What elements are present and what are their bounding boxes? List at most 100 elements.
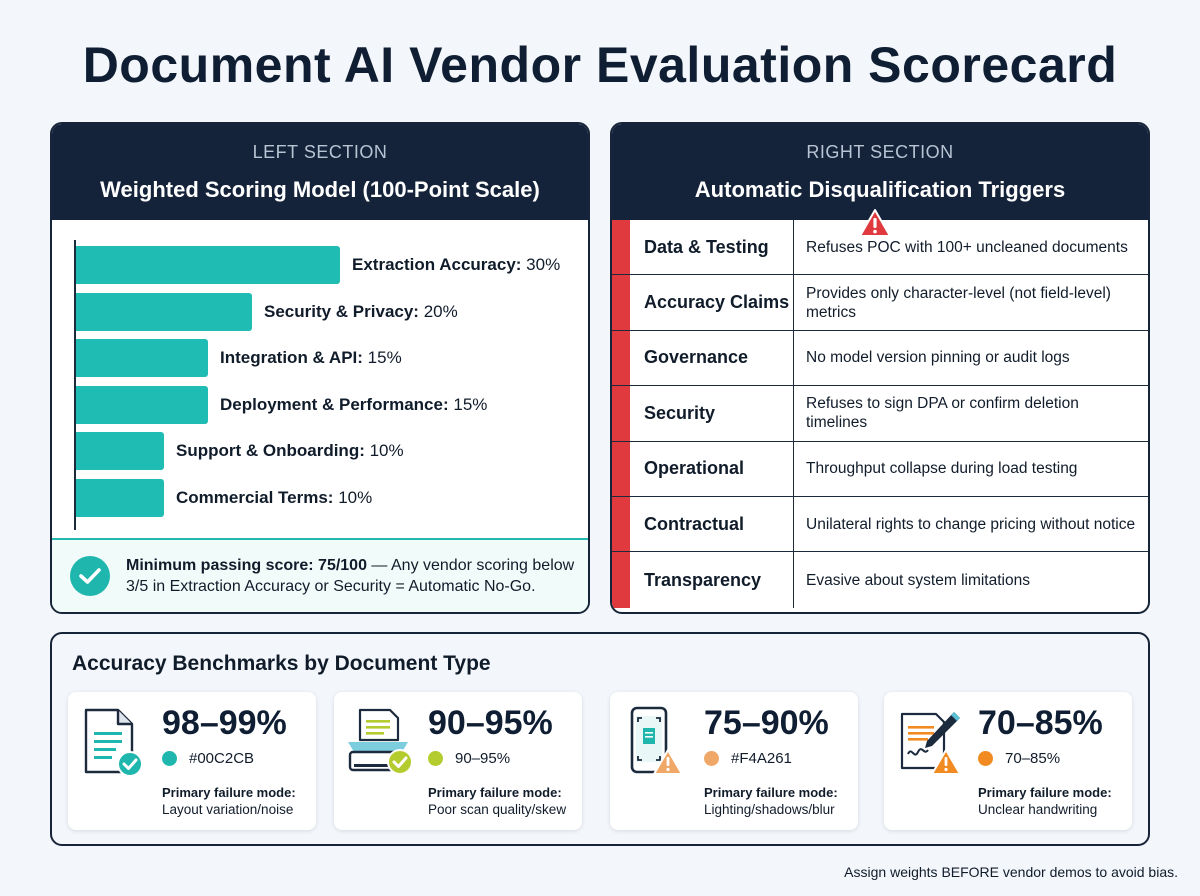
trigger-stripe: [612, 220, 630, 275]
passing-score-rest: — Any vendor scoring below 3/5 in Extrac…: [126, 557, 575, 595]
failure-mode-value: Poor scan quality/skew: [428, 802, 567, 817]
criterion-name: Integration & API:: [220, 348, 363, 367]
criterion-name: Extraction Accuracy:: [352, 255, 522, 274]
legend: 70–85%: [978, 750, 1060, 767]
trigger-row: Contractual Unilateral rights to change p…: [612, 496, 1148, 553]
passing-score-bold: Minimum passing score: 75/100: [126, 557, 367, 574]
failure-mode-label: Primary failure mode:: [162, 785, 296, 800]
criterion-label: Security & Privacy: 20%: [264, 302, 458, 322]
trigger-stripe: [612, 496, 630, 552]
trigger-category: Data & Testing: [630, 220, 794, 275]
legend-text: #F4A261: [731, 750, 792, 767]
left-section-heading: Weighted Scoring Model (100-Point Scale): [100, 177, 540, 202]
checkmark-icon: [70, 556, 110, 596]
legend-dot: [704, 751, 719, 766]
digital-document-icon: [80, 706, 146, 783]
accuracy-range: 70–85%: [978, 704, 1103, 742]
trigger-stripe: [612, 275, 630, 330]
criterion-row: Deployment & Performance: 15%: [76, 385, 487, 424]
legend-dot: [978, 751, 993, 766]
benchmarks-title: Accuracy Benchmarks by Document Type: [72, 652, 491, 675]
trigger-description: Unilateral rights to change pricing with…: [806, 515, 1136, 533]
legend: 90–95%: [428, 750, 510, 767]
benchmark-card: 90–95% 90–95% Primary failure mode: Poor sc…: [334, 692, 582, 830]
weight-bar: [76, 246, 340, 284]
weight-bar-chart: Extraction Accuracy: 30% Security & Priva…: [74, 240, 574, 530]
trigger-stripe: [612, 552, 630, 608]
bar-axis: [74, 240, 76, 530]
trigger-description: Provides only character-level (not field…: [806, 284, 1111, 321]
failure-mode-label: Primary failure mode:: [978, 785, 1112, 800]
criterion-label: Support & Onboarding: 10%: [176, 441, 404, 461]
trigger-stripe: [612, 330, 630, 386]
trigger-stripe: [612, 441, 630, 496]
legend-text: 90–95%: [455, 750, 511, 767]
accuracy-range: 75–90%: [704, 704, 829, 742]
criterion-row: Support & Onboarding: 10%: [76, 432, 404, 470]
right-section-label: RIGHT SECTION: [806, 142, 954, 162]
weighted-scoring-panel: LEFT SECTION Weighted Scoring Model (100…: [50, 122, 590, 614]
right-panel-header: RIGHT SECTION Automatic Disqualification…: [612, 124, 1148, 220]
criterion-name: Deployment & Performance:: [220, 394, 449, 414]
weight-bar: [76, 339, 208, 377]
warning-icon: [858, 208, 892, 243]
trigger-row: Transparency Evasive about system limitat…: [612, 552, 1148, 608]
trigger-table: Data & Testing Refuses POC with 100+ uncl…: [612, 220, 1148, 608]
criterion-weight: 10%: [338, 487, 373, 507]
failure-mode-value: Lighting/shadows/blur: [704, 802, 835, 817]
criterion-name: Commercial Terms:: [176, 487, 334, 507]
benchmark-card: 70–85% 70–85% Primary failure mode: Unclear…: [884, 692, 1132, 830]
criterion-weight: 30%: [526, 255, 561, 274]
right-section-heading: Automatic Disqualification Triggers: [694, 177, 1066, 202]
benchmark-card: 75–90% #F4A261 Primary failure mode: Lighti…: [610, 692, 858, 830]
trigger-category: Operational: [630, 441, 794, 496]
criterion-label: Extraction Accuracy: 30%: [352, 255, 560, 275]
trigger-row: Security Refuses to sign DPA or confirm d…: [612, 386, 1148, 442]
criterion-name: Support & Onboarding:: [176, 441, 365, 460]
trigger-category: Transparency: [630, 552, 794, 608]
footnote: Assign weights BEFORE vendor demos to av…: [844, 864, 1178, 880]
criterion-label: Commercial Terms: 10%: [176, 488, 372, 508]
failure-mode-label: Primary failure mode:: [704, 785, 838, 800]
accuracy-range: 90–95%: [428, 704, 553, 742]
left-panel-header: LEFT SECTION Weighted Scoring Model (100…: [52, 124, 588, 220]
criterion-weight: 20%: [423, 301, 458, 321]
trigger-row: Accuracy Claims Provides only character-l…: [612, 275, 1148, 331]
trigger-stripe: [612, 386, 630, 441]
weight-bar: [76, 385, 208, 424]
trigger-category: Accuracy Claims: [630, 275, 794, 330]
criterion-weight: 15%: [367, 348, 402, 367]
weight-bar: [76, 432, 164, 470]
criterion-weight: 15%: [453, 394, 488, 414]
trigger-description: Refuses POC with 100+ uncleaned document…: [806, 238, 1128, 256]
legend-dot: [162, 751, 177, 766]
scanner-icon: [346, 706, 416, 783]
criterion-label: Integration & API: 15%: [220, 348, 402, 368]
weight-bar: [76, 478, 164, 517]
legend: #F4A261: [704, 750, 792, 767]
disqualification-panel: RIGHT SECTION Automatic Disqualification…: [610, 122, 1150, 614]
criterion-row: Extraction Accuracy: 30%: [76, 246, 560, 284]
criterion-name: Security & Privacy:: [264, 301, 419, 321]
legend-dot: [428, 751, 443, 766]
trigger-description: Evasive about system limitations: [806, 571, 1030, 589]
accuracy-benchmarks: Accuracy Benchmarks by Document Type 98–…: [50, 632, 1150, 846]
criterion-row: Integration & API: 15%: [76, 339, 402, 377]
left-section-label: LEFT SECTION: [252, 142, 388, 162]
accuracy-range: 98–99%: [162, 704, 287, 742]
failure-mode-value: Unclear handwriting: [978, 802, 1098, 817]
legend-text: #00C2CB: [189, 750, 255, 767]
trigger-row: Data & Testing Refuses POC with 100+ uncl…: [612, 220, 1148, 276]
criterion-weight: 10%: [369, 441, 404, 460]
passing-score-note: Minimum passing score: 75/100 — Any vend…: [52, 538, 588, 612]
trigger-category: Governance: [630, 330, 794, 386]
legend-text: 70–85%: [1005, 750, 1061, 767]
failure-mode-label: Primary failure mode:: [428, 785, 562, 800]
benchmark-card: 98–99% #00C2CB Primary failure mode: Layout…: [68, 692, 316, 830]
criterion-label: Deployment & Performance: 15%: [220, 395, 487, 415]
legend: #00C2CB: [162, 750, 254, 767]
page-title: Document AI Vendor Evaluation Scorecard: [82, 37, 1118, 93]
weight-bar: [76, 292, 252, 331]
trigger-description: No model version pinning or audit logs: [806, 349, 1070, 367]
criterion-row: Commercial Terms: 10%: [76, 478, 372, 517]
